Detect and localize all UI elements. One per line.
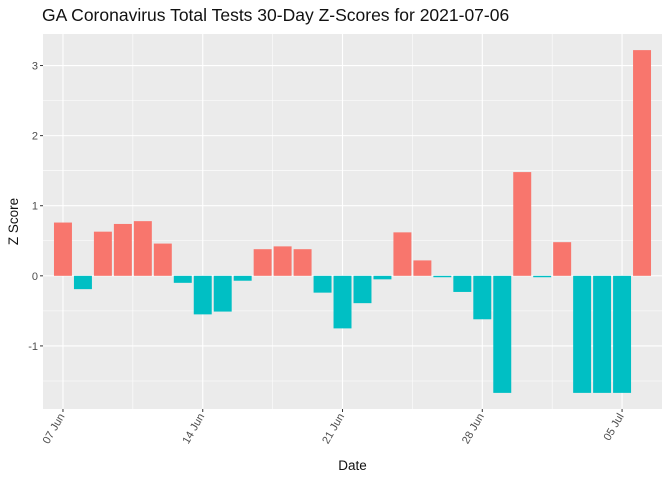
bar xyxy=(433,275,452,278)
bar xyxy=(393,232,412,276)
bar xyxy=(53,222,72,276)
bar xyxy=(453,275,472,292)
x-tick-label: 21 Jun xyxy=(320,412,347,447)
bar xyxy=(613,275,632,393)
bar xyxy=(493,275,512,393)
bar xyxy=(93,231,112,276)
bar xyxy=(293,249,312,276)
bar xyxy=(73,275,92,290)
y-tick-label: 0 xyxy=(32,271,38,283)
bar xyxy=(633,50,652,276)
bar xyxy=(253,249,272,276)
bar xyxy=(473,275,492,320)
bar xyxy=(353,275,372,304)
bar xyxy=(193,275,212,315)
bar xyxy=(133,221,152,276)
major-gridlines-y xyxy=(43,64,662,347)
y-tick-label: -1 xyxy=(28,341,38,353)
y-tick-label: 1 xyxy=(32,201,38,213)
x-axis-ticks: 07 Jun 14 Jun 21 Jun 28 Jun 05 Jul xyxy=(41,409,627,446)
bar xyxy=(593,275,612,393)
y-axis-ticks: -1 0 1 2 3 xyxy=(28,61,43,353)
bars xyxy=(53,50,652,393)
y-tick-label: 2 xyxy=(32,131,38,143)
bar xyxy=(513,172,532,276)
bar xyxy=(533,275,552,278)
bar xyxy=(153,243,172,276)
bar xyxy=(333,275,352,329)
x-axis-title: Date xyxy=(338,458,367,473)
chart-title: GA Coronavirus Total Tests 30-Day Z-Scor… xyxy=(42,5,510,25)
bar xyxy=(313,275,332,293)
bar xyxy=(373,275,392,280)
x-tick-label: 07 Jun xyxy=(41,412,68,447)
bar xyxy=(213,275,232,312)
y-axis-title: Z Score xyxy=(6,198,21,245)
gridlines-x xyxy=(62,34,623,409)
bar xyxy=(573,275,592,393)
x-tick-label: 14 Jun xyxy=(180,412,207,447)
bar xyxy=(233,275,252,281)
x-tick-label: 05 Jul xyxy=(602,412,627,443)
bar xyxy=(113,223,132,276)
bar xyxy=(273,246,292,276)
bar xyxy=(413,260,432,276)
y-tick-label: 3 xyxy=(32,61,38,73)
bar xyxy=(173,275,192,283)
bar xyxy=(553,242,572,276)
x-tick-label: 28 Jun xyxy=(460,411,487,446)
